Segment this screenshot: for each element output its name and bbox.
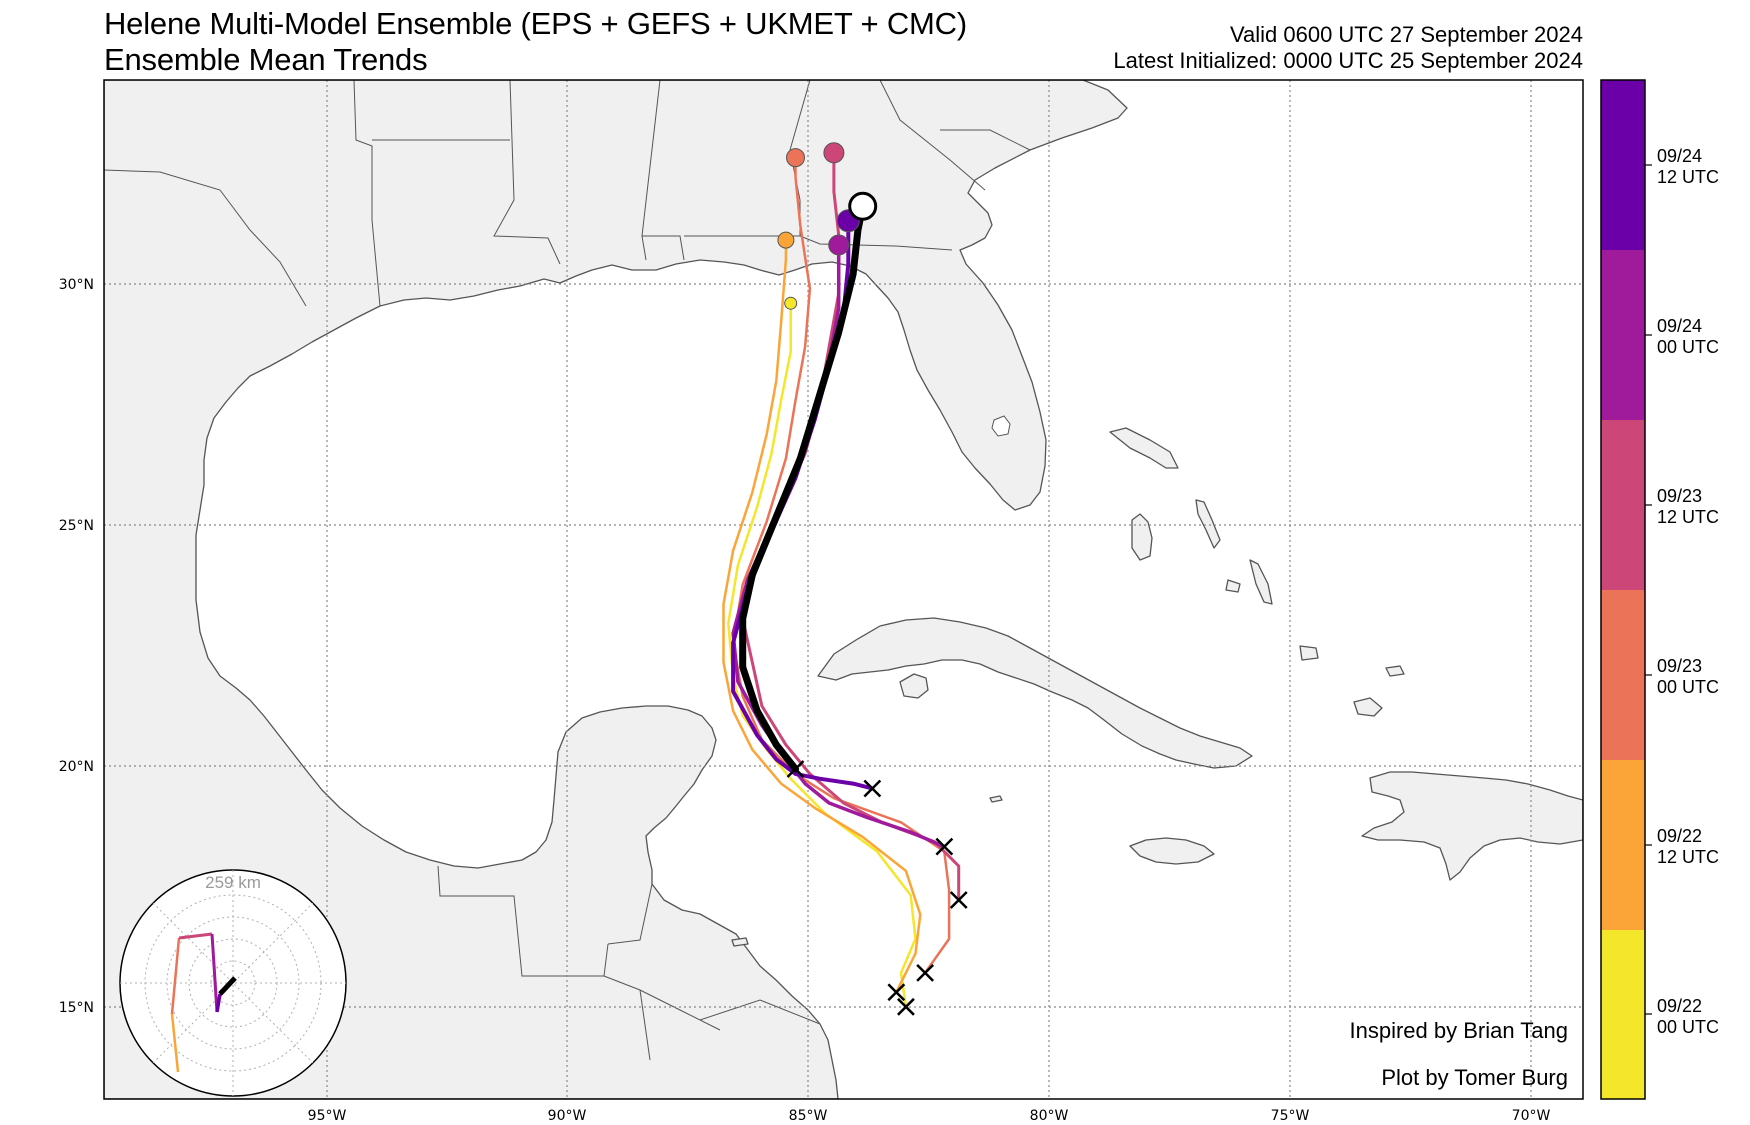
inset-trend-segment	[215, 993, 222, 1013]
track-end-marker	[786, 148, 805, 168]
colorbar-tick-date: 09/22	[1657, 826, 1702, 846]
chart-title: Helene Multi-Model Ensemble (EPS + GEFS …	[104, 6, 967, 41]
colorbar-segment	[1601, 760, 1645, 930]
inset-trend-segment	[178, 932, 213, 940]
lat-tick-label: 30°N	[59, 277, 94, 293]
colorbar-tick-time: 00 UTC	[1657, 337, 1719, 357]
north-america-land	[104, 80, 1128, 1099]
track-end-marker	[823, 142, 845, 164]
colorbar-tick-date: 09/23	[1657, 656, 1702, 676]
track-line	[727, 301, 917, 1009]
belize-border	[607, 883, 653, 945]
valid-time-block: Valid 0600 UTC 27 September 2024 Latest …	[1113, 22, 1583, 74]
track-start-marker	[916, 963, 935, 982]
colorbar-tick-time: 12 UTC	[1657, 167, 1719, 187]
track-end-marker	[848, 191, 878, 221]
isle-of-youth-land	[899, 673, 929, 699]
inset-polar-plot: 259 km	[119, 869, 347, 1097]
track-end-marker	[828, 234, 850, 256]
inset-trend-segment	[218, 976, 237, 996]
inset-range-label: 259 km	[205, 873, 261, 892]
bay-islands	[731, 937, 749, 947]
colorbar-segment	[1601, 590, 1645, 760]
lon-tick-label: 85°W	[789, 1108, 828, 1124]
lon-tick-label: 80°W	[1030, 1108, 1069, 1124]
lon-tick-label: 95°W	[308, 1108, 347, 1124]
state-border-tx-la	[353, 80, 381, 307]
political-borders	[104, 80, 1031, 1061]
bahamas-abaco	[1109, 427, 1179, 469]
inset-trend-lines	[170, 932, 237, 1073]
bahamas-eleuthera	[1195, 499, 1221, 549]
lake-okeechobee	[991, 415, 1011, 437]
colorbar-frame	[1600, 79, 1646, 1100]
colorbar: 09/22 00 UTC 09/22 12 UTC 09/23 00 UTC 0…	[1600, 79, 1719, 1100]
inset-trend-segment	[170, 1013, 180, 1073]
track-start-marker	[897, 997, 915, 1016]
us-mexico-border	[104, 169, 307, 307]
lon-tick-label: 90°W	[548, 1108, 587, 1124]
lon-tick-label: 70°W	[1512, 1108, 1551, 1124]
state-border-ga-sc	[879, 80, 986, 191]
title-block: Helene Multi-Model Ensemble (EPS + GEFS …	[104, 6, 967, 78]
track-line	[722, 238, 922, 994]
turks-caicos	[1385, 665, 1405, 677]
central-america-borders	[603, 975, 821, 1061]
hispaniola-land	[1361, 771, 1583, 881]
bahamas-andros	[1131, 513, 1153, 561]
colorbar-segment	[1601, 420, 1645, 590]
credit-plot-by: Plot by Tomer Burg	[1381, 1065, 1568, 1090]
track-line	[739, 202, 867, 773]
colorbar-segment	[1601, 930, 1645, 1099]
gridlines	[104, 80, 1583, 1099]
colorbar-tick-time: 12 UTC	[1657, 847, 1719, 867]
colorbar-tick-date: 09/24	[1657, 316, 1702, 336]
bahamas-acklins	[1299, 645, 1319, 661]
credit-inspired: Inspired by Brian Tang	[1349, 1018, 1568, 1043]
colorbar-segment	[1601, 250, 1645, 420]
lat-tick-label: 25°N	[59, 518, 94, 534]
valid-time: Valid 0600 UTC 27 September 2024	[1229, 22, 1583, 47]
inset-trend-segment	[170, 937, 181, 1015]
track-start-marker	[863, 779, 882, 798]
bahamas-inagua	[1353, 697, 1383, 717]
land-layer	[104, 80, 1583, 1099]
map-area	[104, 80, 1583, 1099]
jamaica-land	[1129, 837, 1215, 865]
colorbar-tick-time: 12 UTC	[1657, 507, 1719, 527]
inset-rings	[120, 870, 346, 1096]
colorbar-tick-time: 00 UTC	[1657, 1017, 1719, 1037]
colorbar-tick-time: 00 UTC	[1657, 677, 1719, 697]
colorbar-tick-date: 09/22	[1657, 996, 1702, 1016]
tracks-layer	[722, 142, 968, 1016]
colorbar-segment	[1601, 80, 1645, 250]
colorbar-tick-date: 09/24	[1657, 146, 1702, 166]
track-start-marker	[935, 837, 954, 856]
track-start-marker	[786, 760, 805, 778]
cuba-land	[817, 617, 1253, 769]
lat-tick-label: 15°N	[59, 1000, 94, 1016]
bahamas-long-island	[1249, 559, 1273, 605]
track-end-marker	[777, 231, 795, 249]
cayman-islands	[989, 795, 1003, 803]
colorbar-tick-date: 09/23	[1657, 486, 1702, 506]
bahamas-cay	[1225, 579, 1241, 593]
lat-tick-label: 20°N	[59, 759, 94, 775]
chart-subtitle: Ensemble Mean Trends	[104, 42, 428, 77]
track-start-marker	[949, 891, 968, 909]
latest-initialized: Latest Initialized: 0000 UTC 25 Septembe…	[1113, 48, 1583, 73]
state-border-ms-la	[493, 80, 561, 265]
state-border-nc-sc	[940, 129, 1031, 151]
map-frame	[103, 79, 1584, 1100]
track-end-marker	[784, 296, 798, 310]
track-start-marker	[887, 983, 906, 1002]
mexico-guatemala-border	[437, 865, 609, 977]
inset-trend-segment	[210, 933, 219, 1013]
lon-tick-label: 75°W	[1271, 1108, 1310, 1124]
